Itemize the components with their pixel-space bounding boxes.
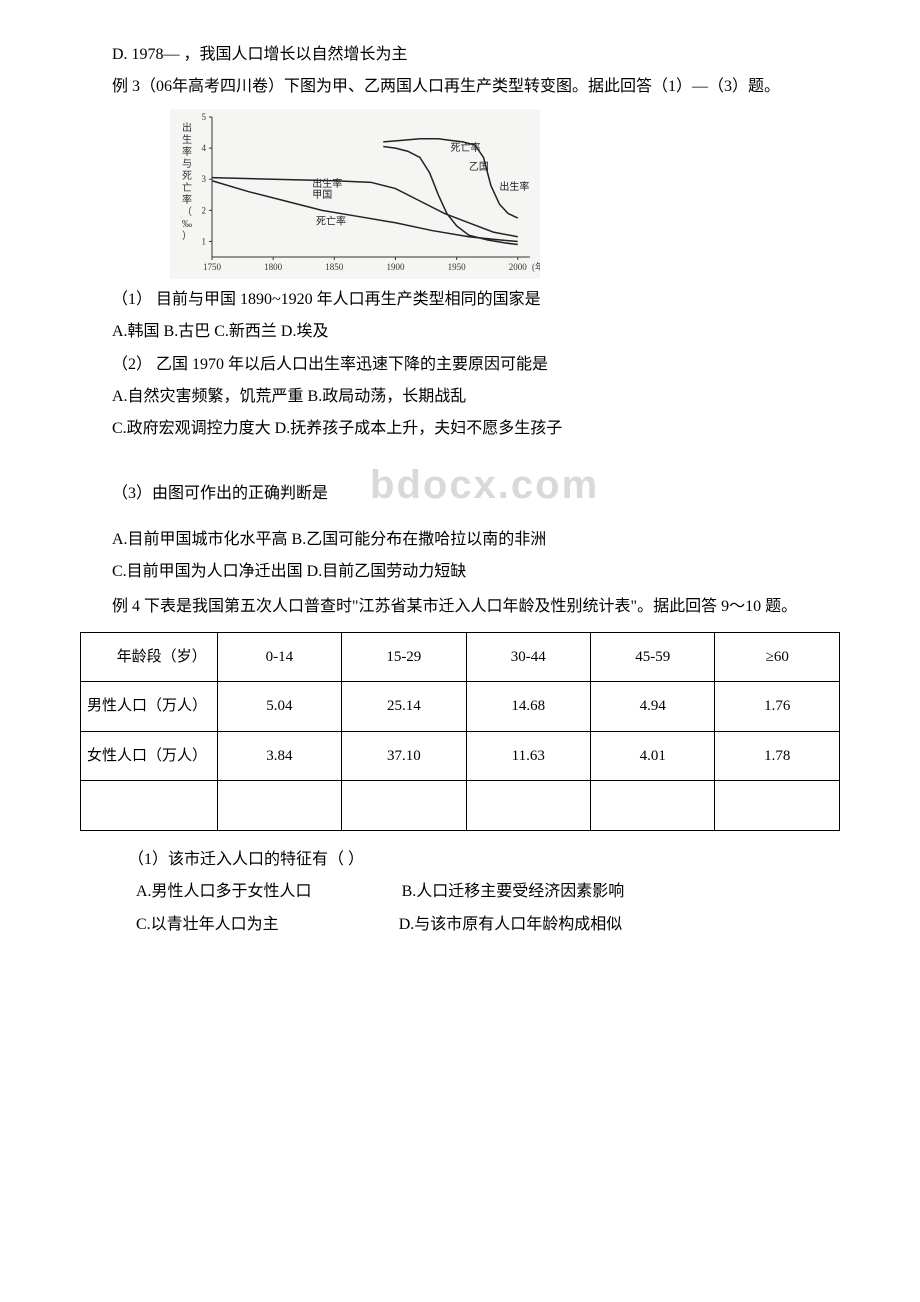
svg-text:率: 率 (182, 193, 192, 206)
table-cell: 5.04 (217, 682, 341, 732)
table-blank-cell (466, 781, 590, 831)
svg-text:(年): (年) (532, 261, 540, 272)
table-row-label: 女性人口（万人） (81, 731, 218, 781)
ex3-q3: （3）由图可作出的正确判断是 bdocx.com (80, 447, 840, 523)
svg-text:1850: 1850 (325, 262, 344, 272)
svg-text:1: 1 (202, 236, 207, 246)
ex3-q2-options-1: A.自然灾害频繁，饥荒严重 B.政局动荡，长期战乱 (80, 382, 840, 412)
migration-age-sex-table: 年龄段（岁）0-1415-2930-4445-59≥60 男性人口（万人）5.04… (80, 632, 840, 831)
ex3-lead-text: 例 3（06年高考四川卷）下图为甲、乙两国人口再生产类型转变图。据此回答（1）—… (112, 78, 780, 95)
table-row-label: 男性人口（万人） (81, 682, 218, 732)
table-cell: 1.78 (715, 731, 840, 781)
table-blank-cell (342, 781, 466, 831)
ex4-q1-d: D.与该市原有人口年龄构成相似 (399, 916, 623, 933)
svg-text:率: 率 (182, 145, 192, 158)
ex3-q2-options-2: C.政府宏观调控力度大 D.抚养孩子成本上升，夫妇不愿多生孩子 (80, 414, 840, 444)
ex4-lead: 例 4 下表是我国第五次人口普查时"江苏省某市迁入人口年龄及性别统计表"。据此回… (80, 592, 840, 622)
ex4-q1-a: A.男性人口多于女性人口 (136, 883, 312, 900)
ex4-q1-b: B.人口迁移主要受经济因素影响 (402, 883, 625, 900)
svg-text:出生率: 出生率 (499, 180, 529, 193)
svg-text:2: 2 (202, 205, 207, 215)
ex3-q1: （1） 目前与甲国 1890~1920 年人口再生产类型相同的国家是 (80, 285, 840, 315)
ex3-lead: 例 3（06年高考四川卷）下图为甲、乙两国人口再生产类型转变图。据此回答（1）—… (80, 72, 840, 102)
svg-text:（: （ (182, 206, 192, 218)
ex3-q3-options-2: C.目前甲国为人口净迁出国 D.目前乙国劳动力短缺 (80, 557, 840, 587)
table-col-header: ≥60 (715, 632, 840, 682)
ex3-q2: （2） 乙国 1970 年以后人口出生率迅速下降的主要原因可能是 (80, 350, 840, 380)
table-blank-cell (591, 781, 715, 831)
table-col-header: 45-59 (591, 632, 715, 682)
table-cell: 4.94 (591, 682, 715, 732)
watermark-text: bdocx.com (338, 447, 599, 523)
table-cell: 11.63 (466, 731, 590, 781)
svg-text:1950: 1950 (448, 262, 467, 272)
svg-text:‰: ‰ (182, 219, 192, 230)
table-col-header: 30-44 (466, 632, 590, 682)
svg-text:生: 生 (182, 133, 192, 146)
table-cell: 1.76 (715, 682, 840, 732)
svg-text:1900: 1900 (386, 262, 405, 272)
svg-text:4: 4 (202, 143, 207, 153)
table-blank-row-label (81, 781, 218, 831)
svg-text:与: 与 (182, 158, 192, 170)
svg-text:甲国: 甲国 (312, 189, 332, 201)
population-transition-chart: 12345175018001850190019502000(年)出生率与死亡率（… (170, 109, 540, 279)
svg-text:1800: 1800 (264, 262, 283, 272)
svg-text:5: 5 (202, 112, 207, 122)
table-blank-cell (715, 781, 840, 831)
svg-text:1750: 1750 (203, 262, 222, 272)
svg-text:死: 死 (182, 171, 192, 182)
svg-text:）: ） (182, 230, 192, 242)
svg-text:亡: 亡 (182, 181, 192, 194)
svg-text:2000: 2000 (509, 262, 528, 272)
ex4-q1: （1）该市迁入人口的特征有（ ） (80, 845, 840, 875)
svg-text:出: 出 (182, 121, 192, 134)
svg-text:3: 3 (202, 174, 207, 184)
table-cell: 25.14 (342, 682, 466, 732)
table-header-label: 年龄段（岁） (81, 632, 218, 682)
table-blank-cell (217, 781, 341, 831)
option-d-1978: D. 1978— ，我国人口增长以自然增长为主 (80, 40, 840, 70)
table-cell: 14.68 (466, 682, 590, 732)
ex4-q1-c: C.以青壮年人口为主 (136, 916, 279, 933)
table-cell: 4.01 (591, 731, 715, 781)
ex4-q1-row1: A.男性人口多于女性人口 B.人口迁移主要受经济因素影响 (80, 877, 840, 907)
svg-text:死亡率: 死亡率 (451, 141, 481, 154)
ex4-q1-row2: C.以青壮年人口为主 D.与该市原有人口年龄构成相似 (80, 910, 840, 940)
svg-text:出生率: 出生率 (312, 177, 342, 190)
svg-text:乙国: 乙国 (469, 161, 489, 173)
table-cell: 3.84 (217, 731, 341, 781)
ex3-q3-text: （3）由图可作出的正确判断是 (112, 485, 328, 502)
ex3-q1-options: A.韩国 B.古巴 C.新西兰 D.埃及 (80, 317, 840, 347)
chart-svg: 12345175018001850190019502000(年)出生率与死亡率（… (170, 109, 540, 279)
svg-text:死亡率: 死亡率 (316, 214, 346, 227)
table-cell: 37.10 (342, 731, 466, 781)
table-col-header: 15-29 (342, 632, 466, 682)
table-col-header: 0-14 (217, 632, 341, 682)
ex3-q3-options-1: A.目前甲国城市化水平高 B.乙国可能分布在撒哈拉以南的非洲 (80, 525, 840, 555)
